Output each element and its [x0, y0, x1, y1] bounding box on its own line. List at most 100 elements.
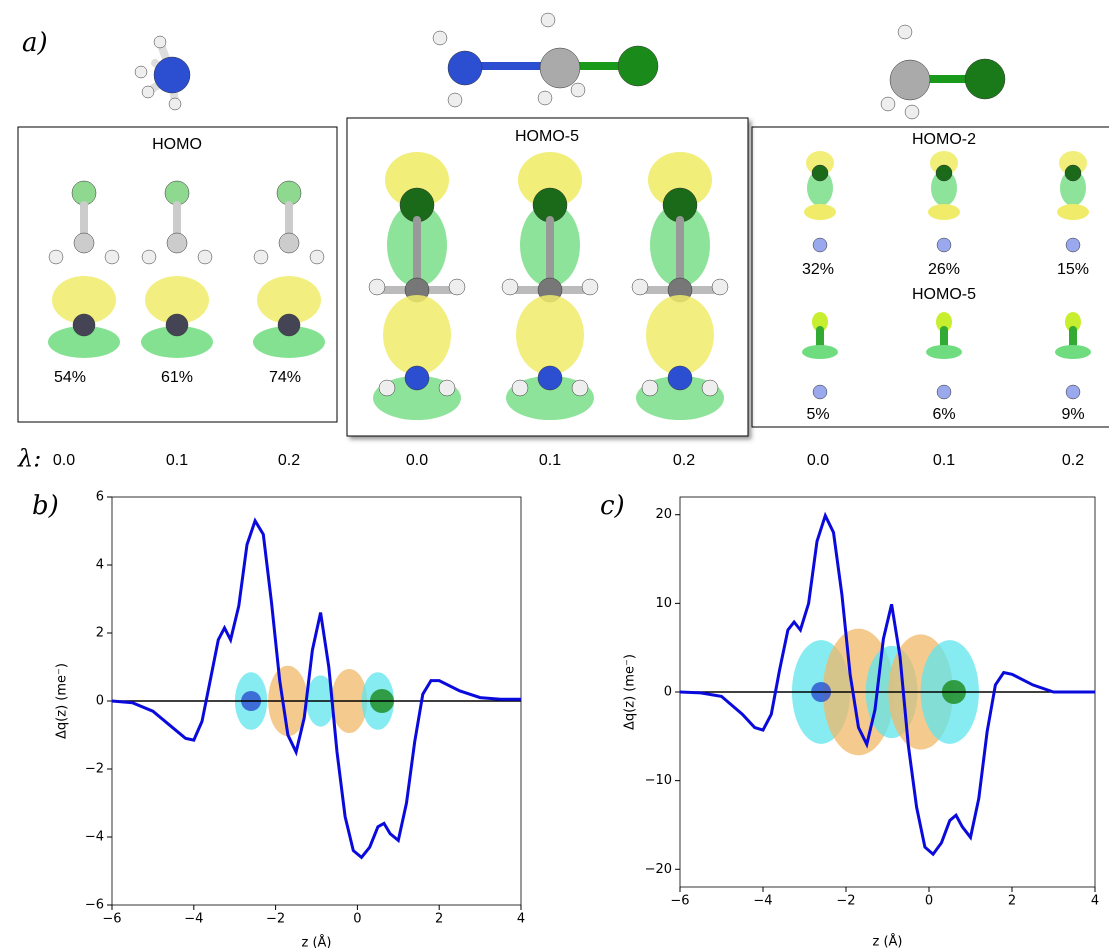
x-tick-label: −4	[753, 894, 772, 909]
atom	[881, 97, 895, 111]
x-tick-label: 4	[517, 912, 525, 927]
atom	[1066, 385, 1080, 399]
atom	[813, 238, 827, 252]
atom	[937, 238, 951, 252]
atom	[254, 250, 268, 264]
orbital-lobe	[383, 295, 451, 375]
panel-label: b)	[32, 491, 59, 521]
atom	[448, 51, 482, 85]
percent-label: 54%	[54, 369, 86, 386]
atom	[74, 233, 94, 253]
atom	[538, 366, 562, 390]
molecule-art	[135, 13, 1005, 119]
atom	[169, 98, 181, 110]
x-axis-label: z (Å)	[873, 934, 903, 948]
atom	[890, 60, 930, 100]
orbital-lobe	[516, 295, 584, 375]
atom	[905, 105, 919, 119]
y-axis-label: Δq(z) (me⁻)	[55, 663, 70, 739]
percent-label: 32%	[802, 261, 834, 278]
x-tick-label: 2	[435, 912, 443, 927]
atom	[898, 25, 912, 39]
atom	[712, 279, 728, 295]
atom	[512, 380, 528, 396]
atom	[571, 83, 585, 97]
x-tick-label: 2	[1008, 894, 1016, 909]
y-tick-label: −2	[85, 762, 104, 777]
y-tick-label: 10	[655, 596, 672, 611]
atom	[618, 46, 658, 86]
atom	[379, 380, 395, 396]
atom	[433, 31, 447, 45]
y-tick-label: 0	[96, 694, 104, 709]
atom	[668, 366, 692, 390]
percent-label: 15%	[1057, 261, 1089, 278]
atom	[965, 59, 1005, 99]
atom	[405, 366, 429, 390]
x-tick-label: 0	[925, 894, 933, 909]
lambda-value: 0.0	[406, 452, 428, 469]
box-subtitle: HOMO-5	[912, 286, 976, 303]
x-tick-label: 0	[353, 912, 361, 927]
atom	[572, 380, 588, 396]
lambda-value: 0.1	[933, 452, 955, 469]
percent-label: 6%	[932, 406, 955, 423]
atom	[135, 66, 147, 78]
x-tick-label: −6	[102, 912, 121, 927]
box-title: HOMO-5	[515, 128, 579, 145]
atom	[448, 93, 462, 107]
lambda-value: 0.1	[166, 452, 188, 469]
y-tick-label: 0	[664, 685, 672, 700]
orbital-lobe	[646, 295, 714, 375]
x-tick-label: 4	[1091, 894, 1099, 909]
atom	[278, 314, 300, 336]
atom	[198, 250, 212, 264]
atom	[154, 57, 190, 93]
orbital-lobe	[1055, 345, 1091, 359]
atom	[166, 314, 188, 336]
x-tick-label: −4	[184, 912, 203, 927]
y-tick-label: 20	[655, 507, 672, 522]
figure: a) HOMO HOMO-5 HOMO-2 HOMO-5 λ: 54%61%74…	[0, 0, 1109, 948]
percent-label: 9%	[1061, 406, 1084, 423]
box-title: HOMO-2	[912, 131, 976, 148]
atom	[502, 279, 518, 295]
lambda-value: 0.1	[539, 452, 561, 469]
y-axis-label: Δq(z) (me⁻)	[623, 654, 638, 730]
y-tick-label: −4	[85, 830, 104, 845]
atom	[439, 380, 455, 396]
atom	[142, 86, 154, 98]
lambda-value: 0.2	[1062, 452, 1084, 469]
lambda-value: 0.0	[53, 452, 75, 469]
x-tick-label: −2	[266, 912, 285, 927]
x-tick-label: −6	[670, 894, 689, 909]
panel-label: a)	[22, 28, 48, 58]
panel-label: c)	[600, 491, 625, 521]
y-tick-label: 6	[96, 490, 104, 505]
atom	[642, 380, 658, 396]
orbital-lobe	[926, 345, 962, 359]
atom	[937, 385, 951, 399]
x-axis-label: z (Å)	[302, 935, 332, 948]
atom	[49, 250, 63, 264]
lambda-value: 0.2	[278, 452, 300, 469]
orbital-lobe	[804, 204, 836, 220]
percent-label: 26%	[928, 261, 960, 278]
atom	[105, 250, 119, 264]
atom	[279, 233, 299, 253]
charts: −6 −4 −2 0 2 4 −6 −4 −2 0 2 4 6 z (Å) Δq(z) (me⁻) b) −6 −…	[32, 490, 1099, 948]
orbital-lobe	[802, 345, 838, 359]
percent-label: 5%	[806, 406, 829, 423]
box-title: HOMO	[152, 136, 202, 153]
atom	[936, 165, 952, 181]
atom	[540, 48, 580, 88]
y-tick-label: −6	[85, 898, 104, 913]
atom	[154, 36, 166, 48]
y-tick-label: 4	[96, 558, 104, 573]
atom	[582, 279, 598, 295]
percent-label: 61%	[161, 369, 193, 386]
orbital-lobe	[928, 204, 960, 220]
atom	[813, 385, 827, 399]
y-tick-label: −10	[645, 773, 672, 788]
x-tick-label: −2	[836, 894, 855, 909]
